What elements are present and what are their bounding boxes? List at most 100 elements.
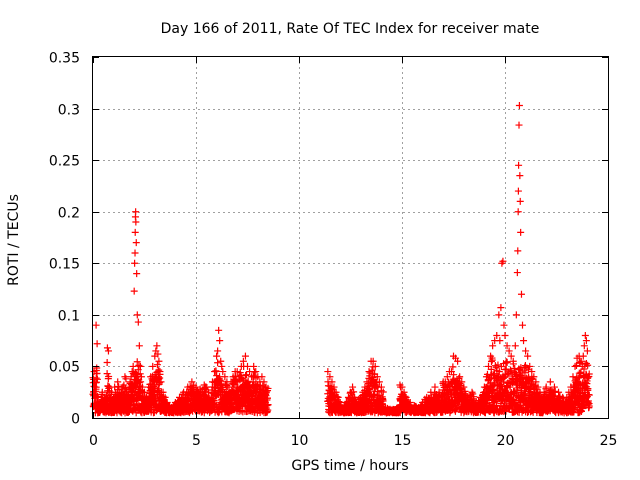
data-point [377,383,385,391]
data-point [138,383,146,391]
data-point [515,161,523,169]
data-point [584,361,592,369]
data-point [574,374,582,382]
data-point [333,393,341,401]
data-point [214,347,222,355]
y-tick-label: 0.05 [49,360,80,376]
data-point [546,378,554,386]
data-point [361,383,369,391]
data-point [542,383,550,391]
data-point [492,401,500,409]
data-point [524,352,532,360]
data-point [468,388,476,396]
plot-frame [92,56,609,419]
data-point [130,287,138,295]
data-point [184,383,192,391]
data-point [218,362,226,370]
data-point [215,326,223,334]
data-point [419,399,427,407]
data-point [513,370,521,378]
x-tick-label: 25 [600,433,618,449]
data-point [233,368,241,376]
data-point [171,399,179,407]
data-point [93,340,101,348]
data-points [89,101,593,417]
data-point [93,375,101,383]
data-point [101,395,109,403]
y-axis-label: ROTI / TECUs [6,194,22,286]
data-point [511,342,519,350]
data-point [128,368,136,376]
data-point [216,337,224,345]
data-point [225,383,233,391]
data-point [357,393,365,401]
x-tick-label: 5 [192,433,201,449]
data-point [494,361,502,369]
data-point [496,337,504,345]
data-point [455,374,463,382]
data-point [509,357,517,365]
data-point [208,378,216,386]
data-point [126,378,134,386]
data-point [375,378,383,386]
data-point [581,331,589,339]
data-point [443,373,451,381]
data-point [472,399,480,407]
data-point [481,409,489,417]
data-point [103,358,111,366]
data-point [499,257,507,265]
data-point [141,388,148,396]
data-point [514,208,522,216]
data-point [476,393,484,401]
data-point [235,373,243,381]
data-point [394,404,402,412]
data-point [582,337,590,345]
data-point [551,387,559,395]
data-point [137,378,145,386]
data-point [349,383,357,391]
data-point [159,388,167,396]
data-point [516,172,524,180]
data-point [135,361,143,369]
y-tick-label: 0.1 [58,309,80,325]
data-point [157,378,165,386]
data-point [522,347,530,355]
data-point [507,367,515,375]
data-point [506,366,514,374]
data-point [497,304,505,312]
data-point [572,362,580,370]
data-point [567,383,575,391]
data-point [585,370,593,378]
data-point [359,388,367,396]
data-point [154,350,162,358]
data-point [495,311,503,319]
data-point [351,393,359,401]
data-point [347,388,354,396]
data-point [105,372,113,380]
data-point [149,362,157,370]
data-point [514,187,522,195]
data-point [244,362,251,370]
data-point [122,375,130,383]
data-point [127,373,135,381]
data-point [503,342,511,350]
data-point [221,373,229,381]
data-point [464,393,472,401]
data-point [512,311,520,319]
data-point [330,383,338,391]
data-point [232,377,240,385]
data-point [507,352,515,360]
data-point [482,373,490,381]
data-point [363,378,371,386]
data-point [137,373,145,381]
data-point [134,318,142,326]
data-point [196,385,204,393]
data-point [441,378,449,386]
data-point [214,359,222,367]
data-point [390,406,398,414]
data-point [584,385,592,393]
data-point [423,393,431,401]
data-point [461,390,469,398]
data-point [515,121,523,129]
data-point [132,218,140,226]
